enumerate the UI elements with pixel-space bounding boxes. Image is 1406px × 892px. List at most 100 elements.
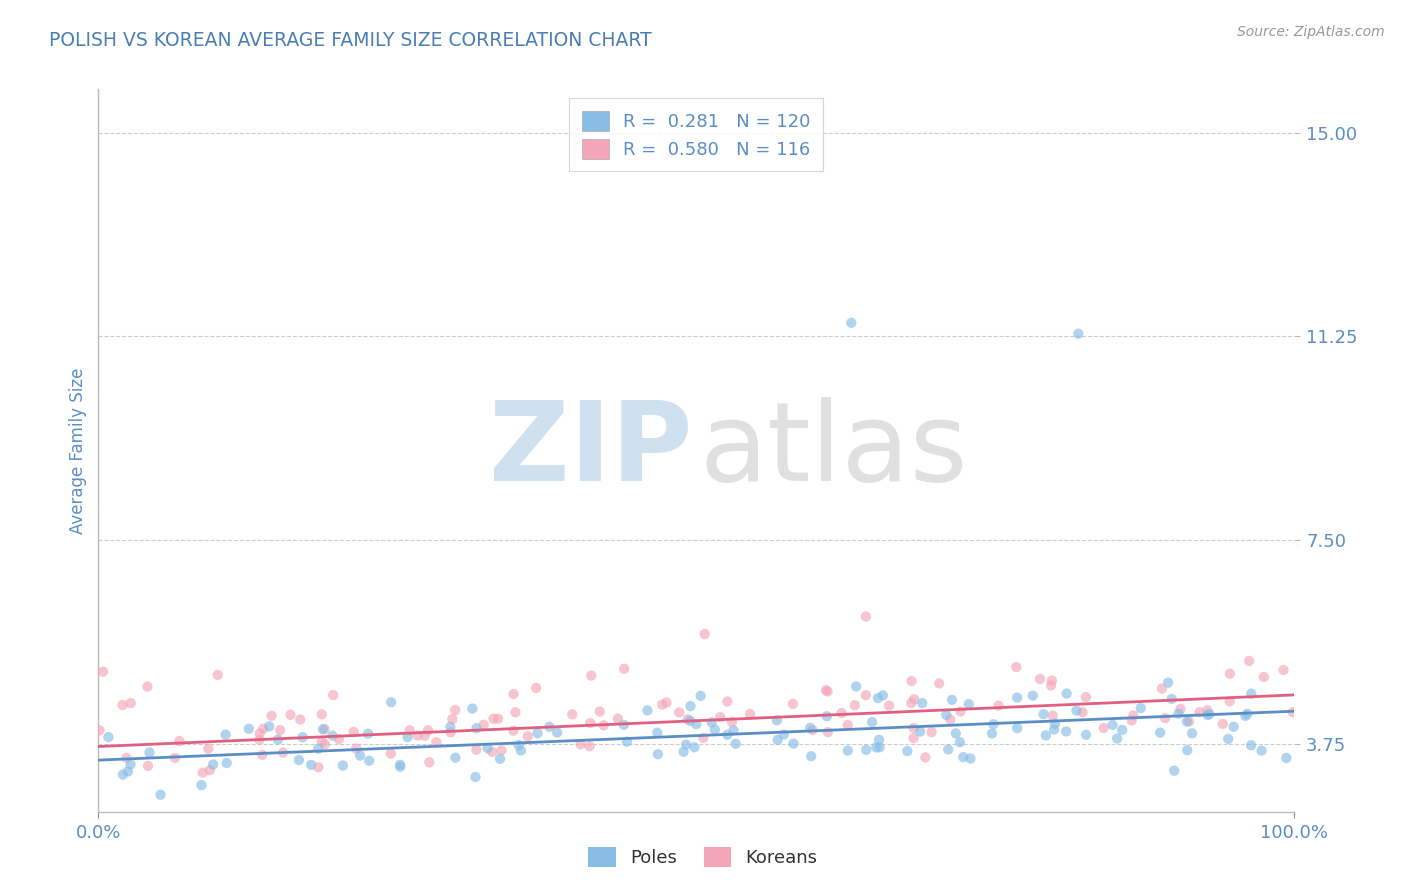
Point (1042, 708, 1064, 723)
Point (1056, 686, 1078, 700)
Point (349, 748, 371, 763)
Point (259, 719, 281, 733)
Point (903, 721, 925, 735)
Point (418, 756, 440, 770)
Point (89, 723, 111, 738)
Point (679, 714, 702, 728)
Point (1240, 739, 1263, 753)
Point (502, 687, 524, 701)
Point (1157, 675, 1180, 690)
Point (651, 698, 673, 712)
Point (238, 722, 260, 736)
Point (903, 692, 925, 706)
Point (1074, 728, 1097, 742)
Point (683, 740, 706, 755)
Point (440, 725, 463, 739)
Point (911, 696, 934, 710)
Point (721, 714, 744, 729)
Point (865, 740, 887, 755)
Point (900, 696, 922, 710)
Point (1067, 326, 1090, 341)
Point (380, 747, 402, 761)
Point (1272, 663, 1295, 677)
Point (952, 750, 974, 764)
Point (1022, 689, 1045, 703)
Point (1029, 672, 1052, 686)
Point (987, 698, 1010, 713)
Point (817, 725, 839, 739)
Point (703, 723, 725, 737)
Point (1234, 709, 1257, 723)
Point (465, 721, 488, 735)
Point (1005, 660, 1028, 674)
Point (291, 731, 314, 745)
Point (1121, 714, 1143, 728)
Point (280, 707, 302, 722)
Point (198, 763, 221, 777)
Point (1005, 721, 1028, 735)
Point (1282, 705, 1305, 719)
Point (314, 737, 336, 751)
Point (416, 723, 439, 738)
Point (380, 695, 402, 709)
Point (817, 684, 839, 698)
Point (921, 725, 943, 739)
Point (693, 627, 716, 641)
Point (675, 738, 697, 752)
Point (1032, 707, 1054, 722)
Point (613, 662, 636, 676)
Point (935, 707, 957, 722)
Point (249, 732, 271, 747)
Text: POLISH VS KOREAN AVERAGE FAMILY SIZE CORRELATION CHART: POLISH VS KOREAN AVERAGE FAMILY SIZE COR… (49, 31, 652, 50)
Point (344, 741, 367, 756)
Point (191, 765, 214, 780)
Point (837, 718, 859, 732)
Point (616, 734, 638, 748)
Point (724, 737, 747, 751)
Point (1101, 718, 1123, 732)
Point (877, 698, 900, 713)
Point (868, 732, 890, 747)
Point (1175, 743, 1198, 757)
Point (510, 743, 533, 757)
Point (322, 688, 344, 702)
Point (569, 737, 592, 751)
Point (267, 732, 290, 747)
Point (359, 754, 381, 768)
Point (945, 726, 967, 740)
Point (1129, 701, 1152, 715)
Point (1237, 654, 1260, 668)
Point (321, 729, 343, 743)
Point (1149, 725, 1171, 739)
Text: ZIP: ZIP (489, 397, 692, 504)
Point (115, 751, 138, 765)
Point (1212, 717, 1234, 731)
Point (672, 745, 695, 759)
Point (136, 680, 159, 694)
Point (896, 744, 918, 758)
Point (1181, 726, 1204, 740)
Point (957, 697, 980, 711)
Point (900, 673, 922, 688)
Point (579, 716, 602, 731)
Point (311, 735, 333, 749)
Point (190, 778, 212, 792)
Point (1188, 705, 1211, 719)
Point (252, 722, 274, 736)
Point (1197, 703, 1219, 717)
Point (914, 750, 936, 764)
Point (269, 723, 291, 737)
Point (800, 749, 823, 764)
Point (1040, 678, 1063, 692)
Point (679, 699, 702, 714)
Point (860, 715, 883, 730)
Point (1250, 743, 1272, 757)
Point (1218, 731, 1240, 746)
Point (299, 758, 322, 772)
Point (502, 723, 524, 738)
Point (689, 689, 711, 703)
Point (981, 726, 1004, 740)
Point (655, 696, 678, 710)
Point (676, 712, 699, 726)
Point (716, 728, 738, 742)
